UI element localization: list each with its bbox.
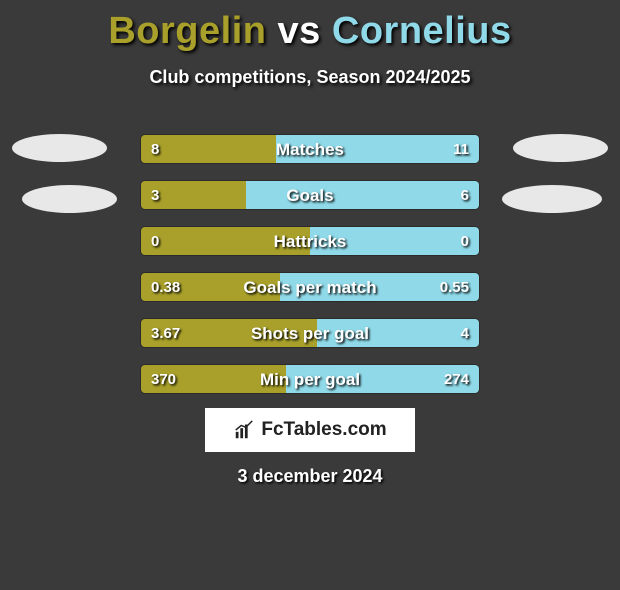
stat-label: Shots per goal: [141, 319, 479, 347]
footer-logo: FcTables.com: [205, 408, 415, 452]
fctables-icon: [233, 419, 255, 441]
player1-club-badge: [12, 134, 107, 162]
stat-value-left: 0: [151, 227, 159, 255]
stat-label: Hattricks: [141, 227, 479, 255]
stat-value-right: 6: [461, 181, 469, 209]
stat-value-right: 4: [461, 319, 469, 347]
stat-label: Min per goal: [141, 365, 479, 393]
stat-value-left: 8: [151, 135, 159, 163]
stat-value-left: 0.38: [151, 273, 180, 301]
stats-chart: Matches8 11 Goals3 6 Hattricks0 0 Goals per ma…: [140, 134, 480, 410]
player2-club-badge: [513, 134, 608, 162]
player1-country-badge: [22, 185, 117, 213]
stat-value-right: 11: [453, 135, 469, 163]
stat-row: Matches8 11: [140, 134, 480, 164]
stat-row: Hattricks0 0: [140, 226, 480, 256]
footer-date: 3 december 2024: [0, 466, 620, 487]
stat-label: Matches: [141, 135, 479, 163]
player2-country-badge: [502, 185, 602, 213]
subtitle: Club competitions, Season 2024/2025: [0, 67, 620, 88]
player1-name: Borgelin: [108, 10, 266, 52]
stat-value-right: 0: [461, 227, 469, 255]
stat-value-left: 3: [151, 181, 159, 209]
stat-row: Shots per goal3.67 4: [140, 318, 480, 348]
stat-row: Goals per match0.38 0.55: [140, 272, 480, 302]
vs-text: vs: [278, 10, 321, 52]
stat-value-right: 274: [444, 365, 469, 393]
stat-value-left: 370: [151, 365, 176, 393]
player2-name: Cornelius: [332, 10, 512, 52]
stat-row: Min per goal370 274: [140, 364, 480, 394]
comparison-title: Borgelin vs Cornelius: [0, 10, 620, 53]
footer-logo-text: FcTables.com: [261, 419, 386, 441]
stat-row: Goals3 6: [140, 180, 480, 210]
stat-value-right: 0.55: [440, 273, 469, 301]
stat-label: Goals: [141, 181, 479, 209]
stat-value-left: 3.67: [151, 319, 180, 347]
stat-label: Goals per match: [141, 273, 479, 301]
